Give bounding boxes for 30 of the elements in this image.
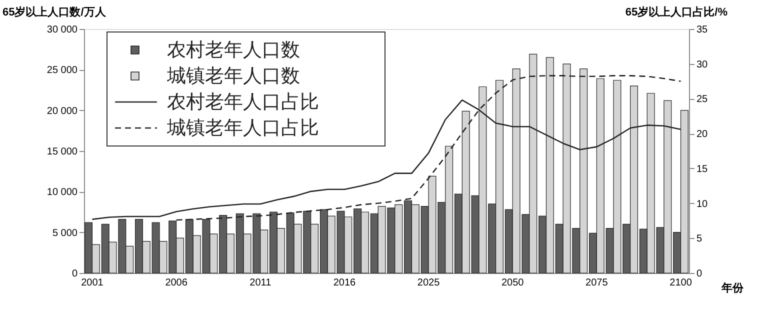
x-tick-label: 2011 <box>250 278 272 288</box>
y2-tick-label: 20 <box>696 129 708 140</box>
legend-label: 农村老年人口数 <box>167 40 300 61</box>
y-axis-title: 65岁以上人口数/万人 <box>2 6 107 18</box>
y-tick-label: 5 000 <box>52 228 78 239</box>
x-tick-label: 2050 <box>501 278 524 288</box>
y2-tick-label: 25 <box>696 94 708 106</box>
y-tick-label: 30 000 <box>46 24 78 36</box>
x-tick-label: 2006 <box>165 278 188 288</box>
x-tick-label: 2100 <box>670 278 692 288</box>
y2-tick-label: 30 <box>696 59 708 70</box>
y2-tick-label: 10 <box>696 198 708 210</box>
legend-label: 农村老年人口占比 <box>167 92 319 113</box>
y-tick-label: 25 000 <box>46 65 78 76</box>
x-tick-label: 2025 <box>417 278 440 288</box>
y2-tick-label: 35 <box>696 24 708 36</box>
y2-axis-title: 65岁以上人口占比/% <box>625 6 728 18</box>
x-tick-label: 2016 <box>333 278 356 288</box>
x-tick-label: 2075 <box>586 278 608 288</box>
y2-tick-label: 5 <box>696 234 702 245</box>
legend-label: 城镇老年人口数 <box>166 66 300 87</box>
y-tick-label: 10 000 <box>46 187 78 198</box>
y-tick-label: 0 <box>72 268 78 280</box>
x-tick-label: 2001 <box>81 278 104 288</box>
y-tick-label: 20 000 <box>46 106 78 117</box>
y2-tick-label: 15 <box>696 164 708 175</box>
x-axis-title: 年份 <box>720 282 744 294</box>
y2-tick-label: 0 <box>696 268 702 280</box>
legend-label: 城镇老年人口占比 <box>166 118 319 139</box>
y-tick-label: 15 000 <box>46 146 78 158</box>
